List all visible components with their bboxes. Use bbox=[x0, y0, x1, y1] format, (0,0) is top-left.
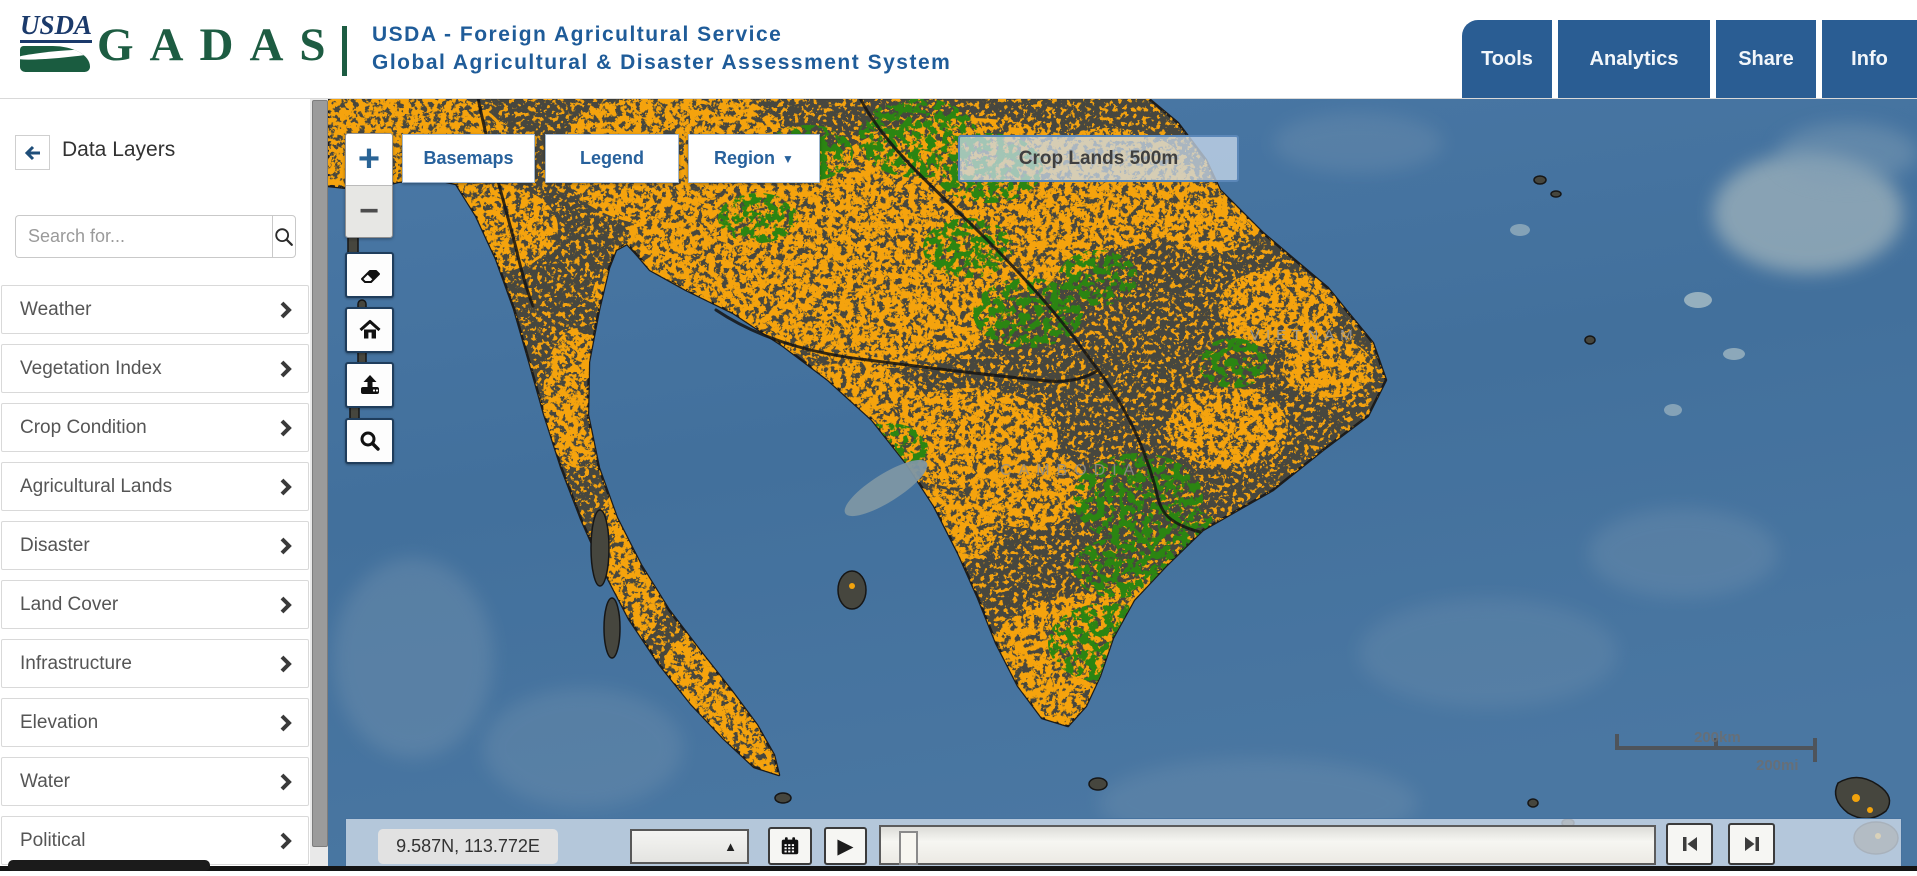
time-slider-track[interactable] bbox=[879, 825, 1656, 865]
zoom-control: + − bbox=[345, 133, 393, 238]
skip-start-icon bbox=[1682, 837, 1697, 851]
panel-title: Data Layers bbox=[62, 138, 176, 161]
data-layers-panel: Data Layers Weather Vegetation Index Cro… bbox=[0, 98, 310, 871]
time-slider-thumb[interactable] bbox=[899, 831, 918, 865]
play-button[interactable]: ▶ bbox=[824, 827, 867, 865]
layer-search-input[interactable] bbox=[15, 215, 272, 258]
scale-bar-km-label: 200km bbox=[1694, 729, 1741, 746]
search-icon bbox=[275, 227, 293, 246]
active-layer-chip[interactable]: Crop Lands 500m bbox=[958, 135, 1239, 182]
chevron-right-icon bbox=[280, 478, 292, 495]
calendar-button[interactable] bbox=[768, 827, 812, 865]
usda-logo: USDA bbox=[20, 12, 93, 82]
app-header: USDA GADAS USDA - Foreign Agricultural S… bbox=[0, 0, 1917, 99]
search-icon bbox=[360, 431, 380, 451]
time-interval-dropdown[interactable]: ▲ bbox=[630, 829, 749, 864]
home-icon bbox=[358, 320, 381, 339]
app-title: USDA - Foreign Agricultural Service Glob… bbox=[372, 21, 951, 77]
usda-swoosh-graphic bbox=[20, 46, 90, 72]
chevron-right-icon bbox=[280, 596, 292, 613]
basemaps-button[interactable]: Basemaps bbox=[402, 134, 535, 183]
tonle-sap-lake bbox=[844, 459, 928, 517]
layer-category-land-cover[interactable]: Land Cover bbox=[1, 580, 309, 629]
layer-search bbox=[15, 215, 296, 258]
minus-icon: − bbox=[359, 192, 379, 230]
nav-tools-button[interactable]: Tools bbox=[1462, 20, 1552, 98]
sidebar-scrollbar[interactable] bbox=[310, 98, 328, 871]
calendar-icon bbox=[781, 837, 799, 855]
layer-category-weather[interactable]: Weather bbox=[1, 285, 309, 334]
layer-category-elevation[interactable]: Elevation bbox=[1, 698, 309, 747]
layer-category-infrastructure[interactable]: Infrastructure bbox=[1, 639, 309, 688]
basemaps-button-label: Basemaps bbox=[423, 148, 514, 168]
layer-category-political[interactable]: Political bbox=[1, 816, 309, 865]
chevron-right-icon bbox=[280, 301, 292, 318]
erase-tool-button[interactable] bbox=[345, 252, 394, 298]
scale-bar-mi-label: 200mi bbox=[1756, 757, 1799, 774]
nav-share-button[interactable]: Share bbox=[1716, 20, 1816, 98]
active-layer-label: Crop Lands 500m bbox=[1018, 147, 1179, 169]
scale-bar bbox=[1615, 734, 1817, 762]
region-button-label: Region bbox=[714, 148, 776, 168]
collapse-panel-button[interactable] bbox=[15, 135, 50, 170]
skip-to-start-button[interactable] bbox=[1666, 823, 1713, 865]
skip-to-end-button[interactable] bbox=[1728, 823, 1775, 865]
layer-category-agricultural-lands[interactable]: Agricultural Lands bbox=[1, 462, 309, 511]
app-title-line2: Global Agricultural & Disaster Assessmen… bbox=[372, 51, 952, 74]
home-extent-button[interactable] bbox=[345, 307, 394, 353]
upload-icon bbox=[360, 375, 379, 394]
nav-info-button[interactable]: Info bbox=[1822, 20, 1917, 98]
horizontal-scrollbar-thumb[interactable] bbox=[8, 860, 210, 871]
map-canvas[interactable]: VIETNAM CAMBODIA 200km 200mi bbox=[326, 96, 1917, 871]
layer-category-disaster[interactable]: Disaster bbox=[1, 521, 309, 570]
zoom-out-button[interactable]: − bbox=[346, 186, 392, 237]
chevron-right-icon bbox=[280, 714, 292, 731]
usda-logo-text: USDA bbox=[20, 12, 93, 43]
chevron-right-icon bbox=[280, 360, 292, 377]
caret-up-icon: ▲ bbox=[724, 839, 737, 854]
brand-divider bbox=[342, 26, 347, 76]
chevron-right-icon bbox=[280, 773, 292, 790]
map-label-cambodia: CAMBODIA bbox=[1000, 462, 1141, 479]
plus-icon: + bbox=[357, 138, 381, 180]
skip-end-icon bbox=[1744, 837, 1759, 851]
upload-layer-button[interactable] bbox=[345, 362, 394, 408]
chevron-right-icon bbox=[280, 537, 292, 554]
chevron-right-icon bbox=[280, 419, 292, 436]
cursor-coordinates: 9.587N, 113.772E bbox=[378, 829, 558, 864]
nav-analytics-button[interactable]: Analytics bbox=[1558, 20, 1710, 98]
app-title-line1: USDA - Foreign Agricultural Service bbox=[372, 23, 783, 46]
eraser-icon bbox=[360, 270, 380, 283]
page-bottom-edge bbox=[0, 866, 1917, 871]
chevron-right-icon bbox=[280, 832, 292, 849]
ocean-shallow-patches bbox=[333, 113, 1917, 848]
brand-gadas: GADAS bbox=[97, 19, 342, 71]
main-nav: Tools Analytics Share Info bbox=[1456, 20, 1917, 98]
legend-button[interactable]: Legend bbox=[545, 134, 679, 183]
layer-search-button[interactable] bbox=[272, 215, 296, 258]
layer-category-vegetation-index[interactable]: Vegetation Index bbox=[1, 344, 309, 393]
play-icon: ▶ bbox=[837, 834, 854, 858]
legend-button-label: Legend bbox=[579, 148, 644, 168]
region-dropdown-button[interactable]: Region ▼ bbox=[688, 134, 820, 183]
layer-category-crop-condition[interactable]: Crop Condition bbox=[1, 403, 309, 452]
caret-down-icon: ▼ bbox=[782, 151, 794, 166]
arrow-left-icon bbox=[24, 145, 40, 160]
chevron-right-icon bbox=[280, 655, 292, 672]
sidebar-scrollbar-thumb[interactable] bbox=[312, 100, 328, 847]
map-label-vietnam: VIETNAM bbox=[1250, 327, 1359, 344]
map-search-button[interactable] bbox=[345, 418, 394, 464]
timeline-bar: 9.587N, 113.772E ▲ ▶ bbox=[345, 818, 1902, 868]
layer-category-water[interactable]: Water bbox=[1, 757, 309, 806]
zoom-in-button[interactable]: + bbox=[346, 134, 392, 186]
